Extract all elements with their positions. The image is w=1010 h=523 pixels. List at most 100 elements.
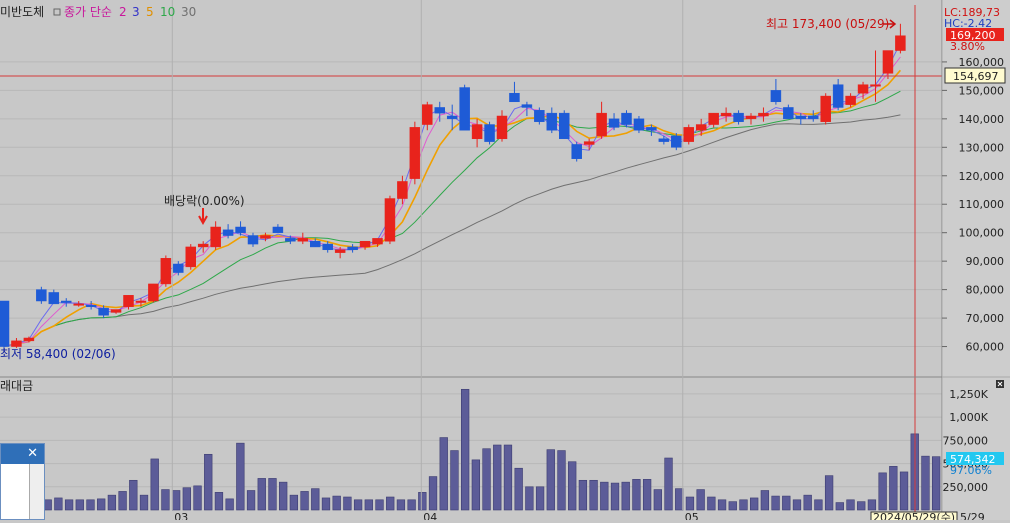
candle xyxy=(646,124,657,136)
volume-bar xyxy=(289,494,299,511)
volume-last-text: 574,342 xyxy=(950,453,996,466)
price-tick-label: 160,000 xyxy=(959,56,1005,69)
last-price-badge xyxy=(946,28,1004,41)
volume-bar xyxy=(353,499,363,511)
volume-bar xyxy=(311,488,320,511)
volume-bar xyxy=(321,497,331,511)
price-axis: 60,000 70,000 80,000 90,000 100,000 110,000 12… xyxy=(942,56,1004,354)
dividend-arrow-icon xyxy=(198,208,208,226)
candle xyxy=(596,101,607,139)
volume-bar xyxy=(236,442,245,511)
candle xyxy=(683,124,694,145)
legend-square-icon xyxy=(53,8,61,16)
candle xyxy=(173,261,184,276)
candle xyxy=(832,79,844,111)
candle xyxy=(310,238,321,248)
volume-bar xyxy=(717,499,727,511)
volume-bar xyxy=(899,471,909,511)
volume-bar xyxy=(568,461,577,511)
candle xyxy=(770,79,782,105)
volume-bar xyxy=(204,453,213,511)
volume-bar xyxy=(107,494,117,511)
volume-bar xyxy=(685,496,695,511)
volume-bar xyxy=(214,492,224,511)
hc-value: HC:-2.42 xyxy=(944,17,992,30)
volume-bar xyxy=(632,479,641,511)
volume-bar xyxy=(300,491,309,511)
time-tick-label: 03 xyxy=(174,511,188,520)
ma-line-30 xyxy=(3,114,901,347)
volume-bar xyxy=(482,448,491,511)
candle xyxy=(845,93,856,108)
time-tick-label: 04 xyxy=(423,511,437,520)
candle xyxy=(608,113,620,131)
candle xyxy=(48,289,60,305)
candle xyxy=(272,224,284,233)
candle xyxy=(583,138,595,151)
volume-bar xyxy=(610,482,620,511)
last-change-text: 3.80% xyxy=(950,40,985,53)
candle xyxy=(633,116,645,134)
price-tick-label: 60,000 xyxy=(966,341,1005,354)
volume-bar xyxy=(471,459,481,511)
volume-tick-label: 1,000K xyxy=(949,411,988,424)
candle xyxy=(334,246,346,259)
volume-bar xyxy=(760,490,770,511)
volume-bar xyxy=(621,481,630,511)
volume-bar xyxy=(589,479,598,511)
candlesticks xyxy=(0,23,906,352)
time-tick-label: 05 xyxy=(685,511,699,520)
volume-bar xyxy=(257,478,266,511)
price-tick-label: 120,000 xyxy=(959,170,1005,183)
candle xyxy=(559,110,570,140)
volume-bar xyxy=(171,490,181,511)
popup-window: ✕ xyxy=(0,443,45,520)
volume-bar xyxy=(931,456,941,511)
ma-period-3: 3 xyxy=(132,5,140,19)
volume-bar xyxy=(75,499,84,511)
date-cursor-text: 2024/05/29(수) xyxy=(873,511,955,520)
candle xyxy=(347,244,358,253)
ma-label: 종가 단순 xyxy=(64,5,112,19)
candle xyxy=(546,107,558,134)
popup-scrollbar[interactable] xyxy=(29,464,44,519)
volume-bar xyxy=(407,499,416,511)
volume-bar xyxy=(460,388,470,511)
volume-bar xyxy=(450,450,459,511)
volume-title: 래대금 xyxy=(0,379,33,393)
volume-bar xyxy=(364,499,373,511)
candle xyxy=(359,240,371,250)
candle xyxy=(160,255,172,287)
volume-bar xyxy=(279,481,288,511)
candle xyxy=(235,221,246,236)
volume-bar xyxy=(771,495,780,511)
price-tick-label: 140,000 xyxy=(959,113,1005,126)
candle xyxy=(297,232,309,245)
candle xyxy=(322,241,333,253)
volume-bar xyxy=(386,496,395,511)
candle xyxy=(446,104,458,131)
candle xyxy=(23,336,35,343)
volume-bar xyxy=(782,495,791,511)
volume-bar xyxy=(835,502,844,511)
candle xyxy=(459,84,470,131)
volume-bar xyxy=(857,501,866,511)
volume-bar xyxy=(921,455,930,511)
volume-bar xyxy=(418,492,427,511)
volume-bar xyxy=(396,499,406,511)
candle xyxy=(509,81,520,103)
low-annotation: 최저 58,400 (02/06) xyxy=(0,347,116,361)
volume-bar xyxy=(86,499,95,511)
candle xyxy=(434,101,445,122)
candle xyxy=(185,244,196,270)
candle xyxy=(85,301,97,310)
volume-bar xyxy=(739,499,748,511)
close-icon[interactable]: ✕ xyxy=(27,446,38,461)
dividend-annotation: 배당락(0.00%) xyxy=(164,194,245,208)
volume-bar xyxy=(750,497,759,511)
candle xyxy=(123,295,134,310)
volume-bar xyxy=(675,488,684,511)
candle xyxy=(783,104,794,120)
volume-pct-text: 97.06% xyxy=(950,464,992,477)
last-price-text: 169,200 xyxy=(950,29,996,42)
